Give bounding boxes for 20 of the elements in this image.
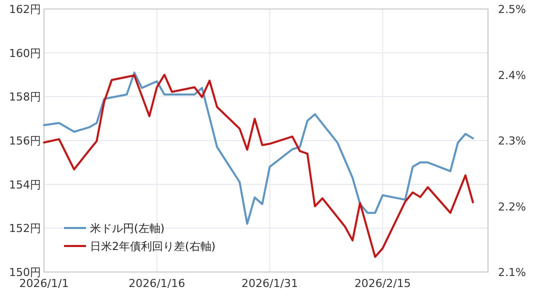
line-series [43,72,474,225]
x-tick-label: 2026/1/16 [128,277,186,290]
y-tick-label: 158円 [9,90,41,104]
x-tick-label: 2026/1/31 [242,277,298,290]
y-tick-label: 152円 [9,222,41,236]
y2-tick-label: 2.3% [498,134,526,148]
y2-tick-label: 2.5% [498,3,526,16]
y-tick-label: 162円 [9,3,41,16]
y2-tick-label: 2.2% [498,200,526,214]
y-tick-label: 150円 [9,266,41,279]
x-tick-label: 2026/2/15 [354,277,411,290]
y-tick-label: 156円 [9,134,41,148]
y2-tick-label: 2.1% [498,266,526,279]
legend-label: 米ドル円(左軸) [90,222,165,235]
x-tick-label: 2026/1/1 [19,277,69,290]
y-tick-label: 154円 [9,178,41,192]
y-tick-label: 160円 [9,46,41,60]
line-series [43,74,474,258]
y2-tick-label: 2.4% [498,68,526,82]
legend-label: 日米2年債利回り差(右軸) [90,240,216,253]
